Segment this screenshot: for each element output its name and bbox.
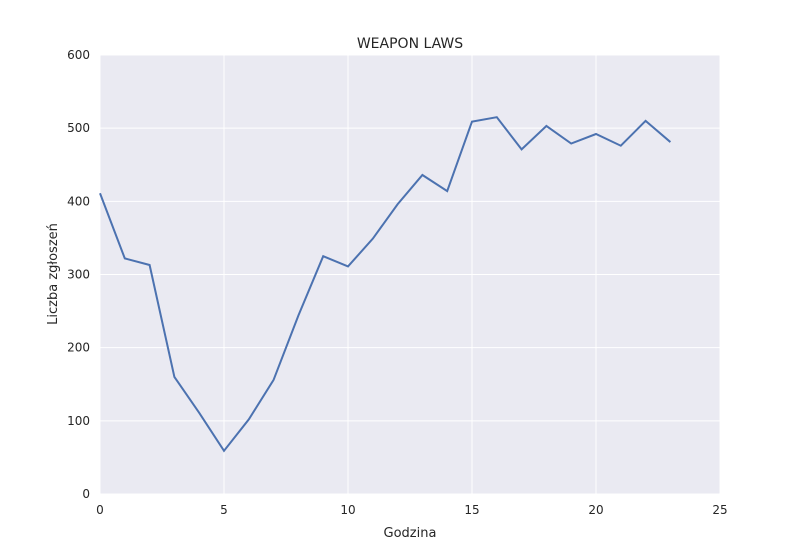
x-tick-label: 15 <box>464 503 479 517</box>
y-tick-label: 200 <box>67 341 90 355</box>
x-tick-label: 5 <box>220 503 228 517</box>
x-axis-label: Godzina <box>384 526 437 541</box>
x-tick-label: 20 <box>588 503 603 517</box>
y-tick-label: 400 <box>67 194 90 208</box>
x-tick-label: 25 <box>712 503 727 517</box>
x-tick-labels: 0 5 10 15 20 25 <box>96 503 727 517</box>
y-tick-label: 100 <box>67 414 90 428</box>
chart-title: WEAPON LAWS <box>357 36 463 52</box>
y-axis-label: Liczba zgłoszeń <box>46 223 61 325</box>
data-points <box>99 117 671 451</box>
y-tick-label: 0 <box>82 487 90 501</box>
series-line <box>99 116 672 453</box>
y-tick-labels: 0 100 200 300 400 500 600 <box>67 48 90 501</box>
x-tick-label: 10 <box>340 503 355 517</box>
y-tick-label: 500 <box>67 121 90 135</box>
x-tick-label: 0 <box>96 503 104 517</box>
y-tick-label: 300 <box>67 268 90 282</box>
y-tick-label: 600 <box>67 48 90 62</box>
